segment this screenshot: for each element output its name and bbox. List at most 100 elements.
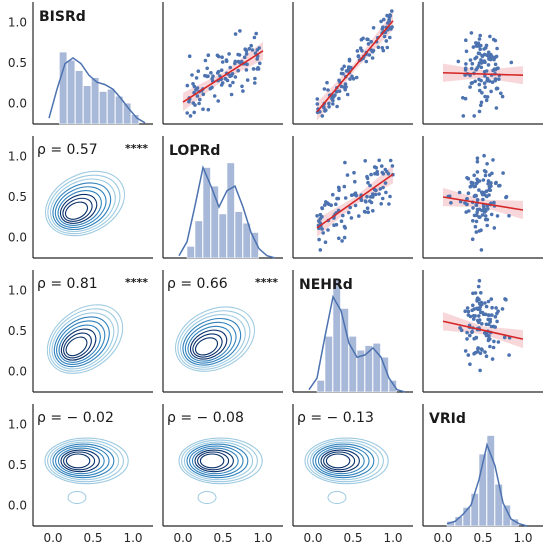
scatter-point	[501, 171, 505, 175]
histogram-bar	[478, 453, 487, 527]
scatter-panel-r1-c2	[315, 158, 395, 252]
scatter-point	[369, 172, 373, 177]
scatter-point	[474, 41, 478, 45]
scatter-point	[359, 37, 364, 42]
scatter-point	[345, 173, 350, 177]
correlation-label: ρ = 0.57	[37, 142, 98, 158]
contour-line	[52, 443, 115, 479]
scatter-point	[368, 199, 372, 203]
panel-r0-c1	[162, 2, 283, 125]
scatter-point	[352, 170, 356, 175]
scatter-point	[192, 110, 196, 115]
scatter-point	[484, 69, 489, 73]
histogram-bar	[218, 213, 227, 259]
scatter-point	[494, 306, 498, 310]
scatter-point	[477, 188, 481, 192]
scatter-point	[461, 114, 466, 118]
scatter-point	[323, 109, 327, 113]
kde-contour-r3-c1	[178, 437, 263, 504]
x-tick-label: 0.0	[303, 531, 322, 545]
contour-line	[50, 178, 116, 233]
contour-line	[55, 445, 110, 477]
scatter-point	[347, 57, 352, 62]
scatter-point	[471, 219, 475, 223]
x-tick-label: 1.0	[123, 531, 142, 545]
panel-r3-c0	[32, 404, 153, 527]
scatter-point	[493, 38, 498, 43]
scatter-point	[380, 196, 385, 201]
x-tick-label: 0.0	[173, 531, 192, 545]
variable-label: BISRd	[39, 9, 86, 25]
scatter-point	[206, 107, 211, 112]
scatter-point	[373, 192, 378, 197]
contour-line	[309, 441, 380, 481]
histogram-LOPRd	[178, 162, 276, 259]
regression-line	[442, 320, 524, 340]
scatter-point	[463, 201, 467, 205]
scatter-point	[474, 55, 479, 59]
panel-r1-c0	[32, 136, 153, 259]
scatter-point	[249, 43, 253, 48]
correlation-label: ρ = 0.66	[167, 276, 228, 292]
scatter-point	[497, 184, 501, 188]
histogram-bar	[324, 336, 333, 393]
scatter-panel-r2-c3	[442, 278, 524, 373]
scatter-point	[507, 214, 511, 218]
histogram-bar	[202, 167, 211, 259]
scatter-point	[323, 240, 328, 244]
regression-line	[442, 71, 524, 76]
scatter-point	[344, 69, 349, 73]
regression-line	[182, 50, 264, 103]
scatter-point	[491, 68, 495, 73]
contour-line	[327, 491, 347, 504]
scatter-point	[216, 99, 220, 103]
scatter-point	[474, 44, 479, 48]
scatter-point	[219, 83, 224, 87]
histogram-VRId	[446, 435, 528, 527]
x-tick-label: 0.5	[473, 531, 492, 545]
scatter-point	[482, 47, 486, 51]
scatter-point	[339, 71, 344, 76]
contour-line	[178, 437, 263, 485]
contour-line	[307, 439, 384, 483]
scatter-point	[196, 69, 201, 73]
scatter-point	[480, 322, 484, 326]
scatter-point	[340, 67, 344, 71]
scatter-point	[492, 339, 496, 344]
kde-curve	[178, 165, 276, 259]
scatter-point	[346, 210, 351, 215]
scatter-point	[475, 198, 480, 202]
scatter-point	[491, 324, 496, 329]
scatter-point	[479, 228, 483, 232]
y-tick-label: 1.0	[8, 417, 27, 431]
scatter-point	[475, 156, 480, 160]
scatter-point	[366, 42, 371, 46]
scatter-point	[317, 237, 321, 242]
contour-line	[46, 304, 124, 374]
scatter-point	[201, 107, 205, 111]
correlation-label: ρ = − 0.13	[297, 410, 374, 426]
scatter-point	[472, 173, 477, 178]
kde-curve	[446, 442, 528, 527]
scatter-point	[478, 215, 482, 219]
scatter-point	[334, 89, 339, 94]
contour-line	[52, 182, 112, 231]
scatter-point	[483, 209, 488, 213]
scatter-point	[483, 301, 487, 305]
scatter-point	[203, 73, 207, 78]
scatter-point	[205, 66, 209, 71]
scatter-point	[382, 17, 386, 22]
y-tick-label: 0.0	[8, 97, 27, 111]
scatter-point	[315, 214, 319, 218]
scatter-point	[253, 81, 257, 85]
scatter-point	[474, 336, 479, 340]
kde-contour-r1-c0	[45, 170, 125, 237]
scatter-point	[195, 94, 200, 98]
scatter-point	[185, 111, 189, 115]
scatter-point	[490, 171, 494, 176]
scatter-point	[244, 49, 249, 53]
scatter-point	[481, 178, 486, 182]
scatter-point	[482, 153, 486, 158]
scatter-point	[486, 299, 491, 304]
